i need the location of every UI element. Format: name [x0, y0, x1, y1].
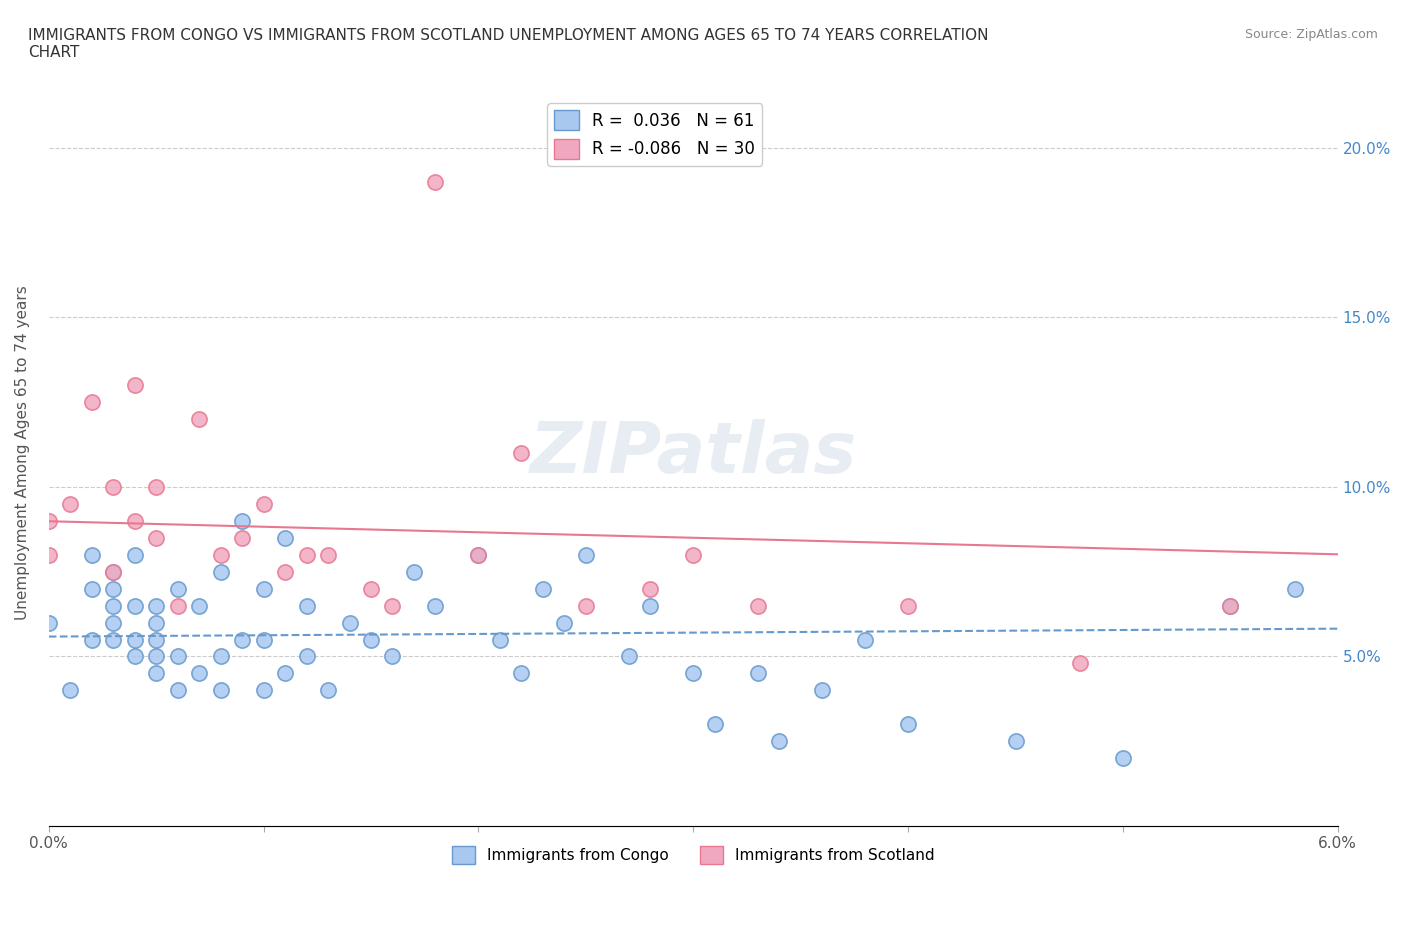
- Point: [274, 565, 297, 579]
- Point: [188, 412, 211, 427]
- Point: [295, 548, 318, 563]
- Point: [124, 378, 146, 392]
- Point: [145, 649, 167, 664]
- Point: [425, 598, 447, 613]
- Point: [38, 548, 60, 563]
- Point: [124, 513, 146, 528]
- Point: [360, 632, 382, 647]
- Point: [80, 632, 103, 647]
- Point: [316, 548, 339, 563]
- Point: [231, 530, 253, 545]
- Point: [124, 548, 146, 563]
- Point: [145, 530, 167, 545]
- Point: [575, 598, 598, 613]
- Point: [124, 649, 146, 664]
- Point: [640, 581, 662, 596]
- Point: [38, 513, 60, 528]
- Point: [295, 598, 318, 613]
- Point: [124, 632, 146, 647]
- Point: [103, 565, 125, 579]
- Point: [1219, 598, 1241, 613]
- Point: [103, 598, 125, 613]
- Point: [103, 632, 125, 647]
- Point: [124, 598, 146, 613]
- Point: [231, 513, 253, 528]
- Point: [853, 632, 876, 647]
- Point: [145, 615, 167, 630]
- Point: [1284, 581, 1306, 596]
- Point: [1069, 656, 1091, 671]
- Point: [80, 581, 103, 596]
- Point: [747, 666, 769, 681]
- Point: [747, 598, 769, 613]
- Point: [897, 717, 920, 732]
- Point: [103, 480, 125, 495]
- Point: [188, 666, 211, 681]
- Text: IMMIGRANTS FROM CONGO VS IMMIGRANTS FROM SCOTLAND UNEMPLOYMENT AMONG AGES 65 TO : IMMIGRANTS FROM CONGO VS IMMIGRANTS FROM…: [28, 28, 988, 60]
- Point: [166, 598, 188, 613]
- Point: [80, 394, 103, 409]
- Point: [145, 598, 167, 613]
- Point: [103, 615, 125, 630]
- Point: [1219, 598, 1241, 613]
- Point: [768, 734, 790, 749]
- Text: ZIPatlas: ZIPatlas: [530, 418, 856, 487]
- Point: [80, 548, 103, 563]
- Point: [295, 649, 318, 664]
- Point: [575, 548, 598, 563]
- Point: [166, 683, 188, 698]
- Point: [59, 497, 82, 512]
- Point: [510, 666, 533, 681]
- Point: [38, 615, 60, 630]
- Point: [145, 632, 167, 647]
- Point: [510, 445, 533, 460]
- Point: [166, 649, 188, 664]
- Point: [145, 666, 167, 681]
- Point: [103, 581, 125, 596]
- Point: [897, 598, 920, 613]
- Point: [703, 717, 725, 732]
- Point: [316, 683, 339, 698]
- Point: [209, 649, 232, 664]
- Point: [59, 683, 82, 698]
- Point: [339, 615, 361, 630]
- Point: [209, 565, 232, 579]
- Point: [381, 649, 404, 664]
- Point: [360, 581, 382, 596]
- Point: [640, 598, 662, 613]
- Point: [489, 632, 512, 647]
- Point: [252, 497, 274, 512]
- Point: [274, 666, 297, 681]
- Point: [252, 683, 274, 698]
- Point: [209, 548, 232, 563]
- Point: [103, 565, 125, 579]
- Text: Source: ZipAtlas.com: Source: ZipAtlas.com: [1244, 28, 1378, 41]
- Point: [467, 548, 489, 563]
- Point: [617, 649, 640, 664]
- Point: [145, 480, 167, 495]
- Point: [166, 581, 188, 596]
- Point: [209, 683, 232, 698]
- Point: [188, 598, 211, 613]
- Y-axis label: Unemployment Among Ages 65 to 74 years: Unemployment Among Ages 65 to 74 years: [15, 286, 30, 620]
- Point: [682, 666, 704, 681]
- Point: [252, 581, 274, 596]
- Point: [467, 548, 489, 563]
- Point: [682, 548, 704, 563]
- Point: [425, 175, 447, 190]
- Point: [381, 598, 404, 613]
- Point: [252, 632, 274, 647]
- Point: [553, 615, 575, 630]
- Legend: Immigrants from Congo, Immigrants from Scotland: Immigrants from Congo, Immigrants from S…: [446, 840, 941, 870]
- Point: [1112, 751, 1135, 765]
- Point: [811, 683, 834, 698]
- Point: [231, 632, 253, 647]
- Point: [402, 565, 425, 579]
- Point: [274, 530, 297, 545]
- Point: [1004, 734, 1026, 749]
- Point: [531, 581, 554, 596]
